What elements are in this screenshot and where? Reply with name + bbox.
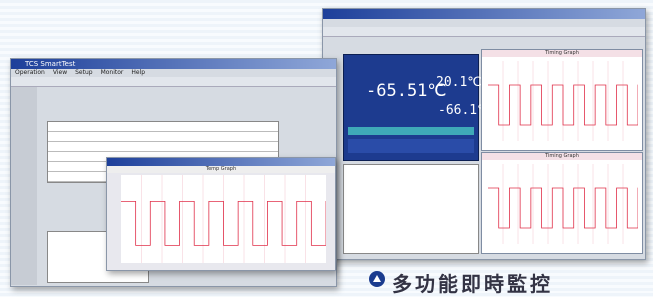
chart-window: Timing Graph xyxy=(481,49,643,151)
menu-item[interactable]: Operation xyxy=(15,69,45,76)
menu-item[interactable]: Setup xyxy=(75,69,92,76)
title-bar xyxy=(323,9,645,19)
menu-item[interactable]: Help xyxy=(131,69,145,76)
status-bar xyxy=(348,127,474,135)
readout-panel: -65.51℃ 20.1℃ -66.1℃ xyxy=(343,54,479,161)
menu-item[interactable]: Monitor xyxy=(101,69,124,76)
toolbar xyxy=(11,77,336,87)
monitor-window: -65.51℃ 20.1℃ -66.1℃ Timing Graph Timing… xyxy=(322,8,646,260)
chart-title: Temp Graph xyxy=(107,166,335,173)
side-toolbar xyxy=(11,87,37,285)
chart-title: Timing Graph xyxy=(482,153,642,160)
page: -65.51℃ 20.1℃ -66.1℃ Timing Graph Timing… xyxy=(0,0,653,293)
wave-line xyxy=(488,85,638,125)
menu-item[interactable]: View xyxy=(53,69,67,76)
title-bar: TCS SmartTest xyxy=(11,59,336,69)
setting-table xyxy=(343,164,479,254)
wave-line xyxy=(488,188,638,228)
button-row xyxy=(348,139,474,153)
reading: -65.51℃ xyxy=(366,81,447,101)
wave-plot xyxy=(488,164,638,244)
caption-icon xyxy=(368,270,386,288)
chart-window: Timing Graph xyxy=(481,152,643,254)
menu-bar xyxy=(323,19,645,27)
toolbar xyxy=(323,27,645,37)
chart-title: Timing Graph xyxy=(482,50,642,57)
main-window: TCS SmartTest Operation View Setup Monitor H… xyxy=(10,58,337,287)
wave-plot xyxy=(488,61,638,141)
wave-plot xyxy=(121,175,326,263)
title-bar xyxy=(107,158,335,166)
wave-line xyxy=(121,201,326,245)
menu-bar: Operation View Setup Monitor Help xyxy=(11,69,336,77)
reading: 20.1℃ xyxy=(436,75,482,90)
graph-window: Temp Graph xyxy=(106,157,336,271)
